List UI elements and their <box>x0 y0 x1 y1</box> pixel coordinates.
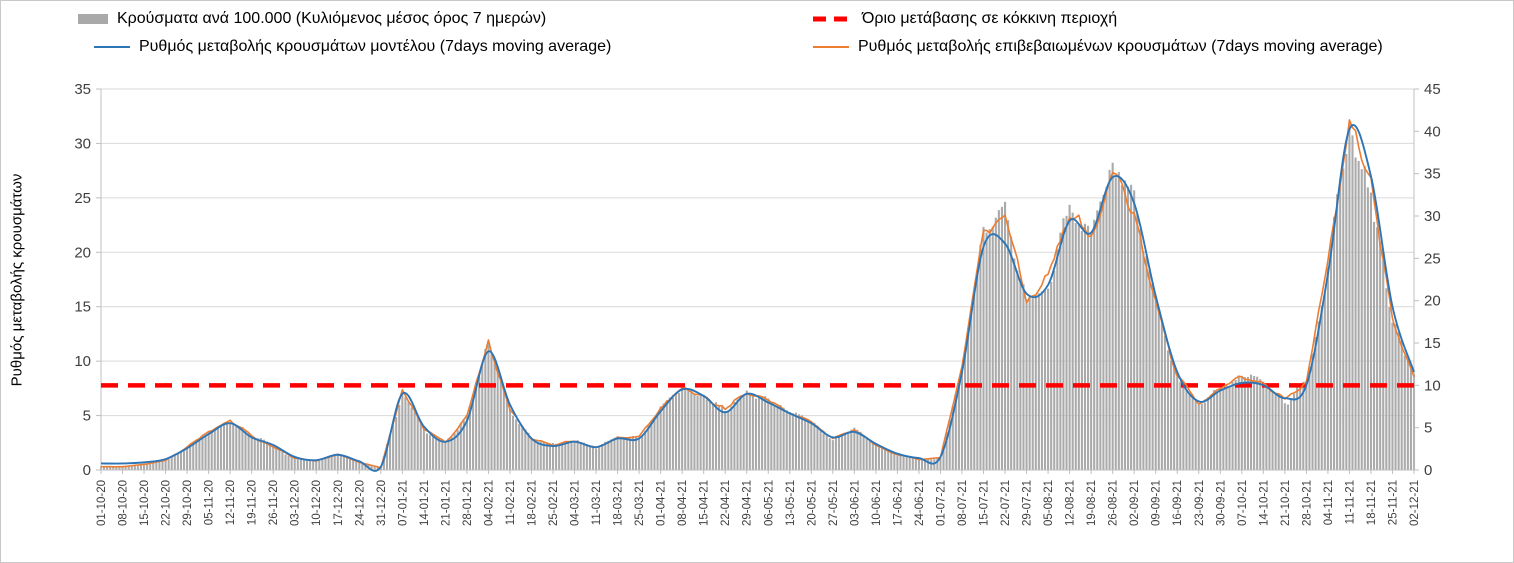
legend-label-model-line: Ρυθμός μεταβολής κρουσμάτων μοντέλου (7d… <box>139 38 612 55</box>
svg-text:01-04-21: 01-04-21 <box>656 480 668 526</box>
legend-item-threshold: Όριο μετάβασης σε κόκκινη περιοχή <box>813 10 1117 28</box>
svg-text:07-01-21: 07-01-21 <box>397 480 409 526</box>
svg-text:12-08-21: 12-08-21 <box>1065 480 1077 526</box>
svg-text:29-10-20: 29-10-20 <box>182 480 194 526</box>
svg-text:20-05-21: 20-05-21 <box>806 480 818 526</box>
svg-text:27-05-21: 27-05-21 <box>828 480 840 526</box>
svg-text:04-11-21: 04-11-21 <box>1323 480 1335 525</box>
svg-text:07-10-21: 07-10-21 <box>1237 480 1249 526</box>
svg-text:17-12-20: 17-12-20 <box>333 480 345 526</box>
svg-text:05-11-20: 05-11-20 <box>204 480 216 525</box>
svg-text:04-02-21: 04-02-21 <box>483 480 495 526</box>
svg-text:06-05-21: 06-05-21 <box>763 480 775 526</box>
svg-text:22-04-21: 22-04-21 <box>720 480 732 526</box>
svg-text:24-12-20: 24-12-20 <box>354 480 366 526</box>
legend-item-model-line: Ρυθμός μεταβολής κρουσμάτων μοντέλου (7d… <box>94 38 611 56</box>
svg-text:10-12-20: 10-12-20 <box>311 480 323 526</box>
svg-text:17-06-21: 17-06-21 <box>892 480 904 526</box>
svg-text:16-09-21: 16-09-21 <box>1172 480 1184 526</box>
svg-text:02-12-21: 02-12-21 <box>1409 480 1421 526</box>
svg-text:30: 30 <box>1424 208 1441 225</box>
svg-text:15: 15 <box>1424 335 1441 352</box>
confirmed-line-legend-icon <box>813 46 849 48</box>
svg-text:10: 10 <box>1424 377 1441 394</box>
svg-text:35: 35 <box>1424 166 1441 183</box>
svg-text:15-07-21: 15-07-21 <box>979 480 991 526</box>
svg-text:10: 10 <box>74 353 91 370</box>
svg-text:03-12-20: 03-12-20 <box>290 480 302 526</box>
svg-text:02-09-21: 02-09-21 <box>1129 480 1141 526</box>
svg-text:15-10-20: 15-10-20 <box>139 480 151 526</box>
svg-text:08-04-21: 08-04-21 <box>677 480 689 526</box>
svg-text:24-06-21: 24-06-21 <box>914 480 926 526</box>
svg-text:01-10-20: 01-10-20 <box>96 480 108 526</box>
svg-text:03-06-21: 03-06-21 <box>849 480 861 526</box>
svg-text:20: 20 <box>1424 293 1441 310</box>
legend-item-confirmed-line: Ρυθμός μεταβολής επιβεβαιωμένων κρουσμάτ… <box>813 38 1383 56</box>
svg-text:14-01-21: 14-01-21 <box>419 480 431 526</box>
svg-text:29-04-21: 29-04-21 <box>742 480 754 526</box>
svg-text:31-12-20: 31-12-20 <box>376 480 388 526</box>
svg-text:08-07-21: 08-07-21 <box>957 480 969 526</box>
svg-text:25-11-21: 25-11-21 <box>1388 480 1400 525</box>
svg-text:13-05-21: 13-05-21 <box>785 480 797 526</box>
legend-label-threshold: Όριο μετάβασης σε κόκκινη περιοχή <box>862 10 1118 27</box>
svg-text:21-10-21: 21-10-21 <box>1280 480 1292 526</box>
svg-text:25-02-21: 25-02-21 <box>548 480 560 526</box>
svg-text:5: 5 <box>1424 420 1432 437</box>
svg-text:45: 45 <box>1424 81 1441 98</box>
svg-text:0: 0 <box>83 462 91 479</box>
svg-text:18-11-21: 18-11-21 <box>1366 480 1378 525</box>
model-line-legend-icon <box>94 46 130 48</box>
svg-text:18-03-21: 18-03-21 <box>613 480 625 526</box>
svg-text:14-10-21: 14-10-21 <box>1258 480 1270 526</box>
legend-label-cases-bars: Κρούσματα ανά 100.000 (Κυλιόμενος μέσος … <box>117 10 547 27</box>
svg-text:04-03-21: 04-03-21 <box>570 480 582 526</box>
svg-text:26-08-21: 26-08-21 <box>1108 480 1120 526</box>
svg-text:11-03-21: 11-03-21 <box>591 480 603 525</box>
svg-text:19-08-21: 19-08-21 <box>1086 480 1098 526</box>
svg-text:28-01-21: 28-01-21 <box>462 480 474 526</box>
svg-text:08-10-20: 08-10-20 <box>118 480 130 526</box>
svg-text:12-11-20: 12-11-20 <box>225 480 237 525</box>
svg-text:30: 30 <box>74 135 91 152</box>
svg-text:11-02-21: 11-02-21 <box>505 480 517 525</box>
svg-text:15: 15 <box>74 299 91 316</box>
legend-item-cases-bars: Κρούσματα ανά 100.000 (Κυλιόμενος μέσος … <box>78 10 546 28</box>
svg-text:20: 20 <box>74 244 91 261</box>
bars-legend-icon <box>78 14 108 24</box>
svg-text:21-01-21: 21-01-21 <box>440 480 452 526</box>
svg-text:29-07-21: 29-07-21 <box>1022 480 1034 526</box>
svg-text:15-04-21: 15-04-21 <box>699 480 711 526</box>
svg-text:22-10-20: 22-10-20 <box>161 480 173 526</box>
svg-text:25: 25 <box>1424 250 1441 267</box>
svg-text:25-03-21: 25-03-21 <box>634 480 646 526</box>
svg-text:23-09-21: 23-09-21 <box>1194 480 1206 526</box>
svg-text:18-02-21: 18-02-21 <box>527 480 539 526</box>
svg-text:40: 40 <box>1424 123 1441 140</box>
svg-text:35: 35 <box>74 81 91 98</box>
svg-text:05-08-21: 05-08-21 <box>1043 480 1055 526</box>
y-axis-title: Ρυθμός μεταβολής κρουσμάτων <box>8 173 26 387</box>
svg-text:0: 0 <box>1424 462 1432 479</box>
svg-text:09-09-21: 09-09-21 <box>1151 480 1163 526</box>
legend-label-confirmed-line: Ρυθμός μεταβολής επιβεβαιωμένων κρουσμάτ… <box>858 38 1383 55</box>
svg-text:22-07-21: 22-07-21 <box>1000 480 1012 526</box>
svg-text:28-10-21: 28-10-21 <box>1301 480 1313 526</box>
svg-text:5: 5 <box>83 408 91 425</box>
svg-text:19-11-20: 19-11-20 <box>247 480 259 525</box>
svg-text:11-11-21: 11-11-21 <box>1344 480 1356 524</box>
svg-text:25: 25 <box>74 190 91 207</box>
svg-text:01-07-21: 01-07-21 <box>936 480 948 526</box>
threshold-legend-icon <box>813 16 853 22</box>
svg-text:30-09-21: 30-09-21 <box>1215 480 1227 526</box>
svg-text:26-11-20: 26-11-20 <box>268 480 280 525</box>
svg-text:10-06-21: 10-06-21 <box>871 480 883 526</box>
